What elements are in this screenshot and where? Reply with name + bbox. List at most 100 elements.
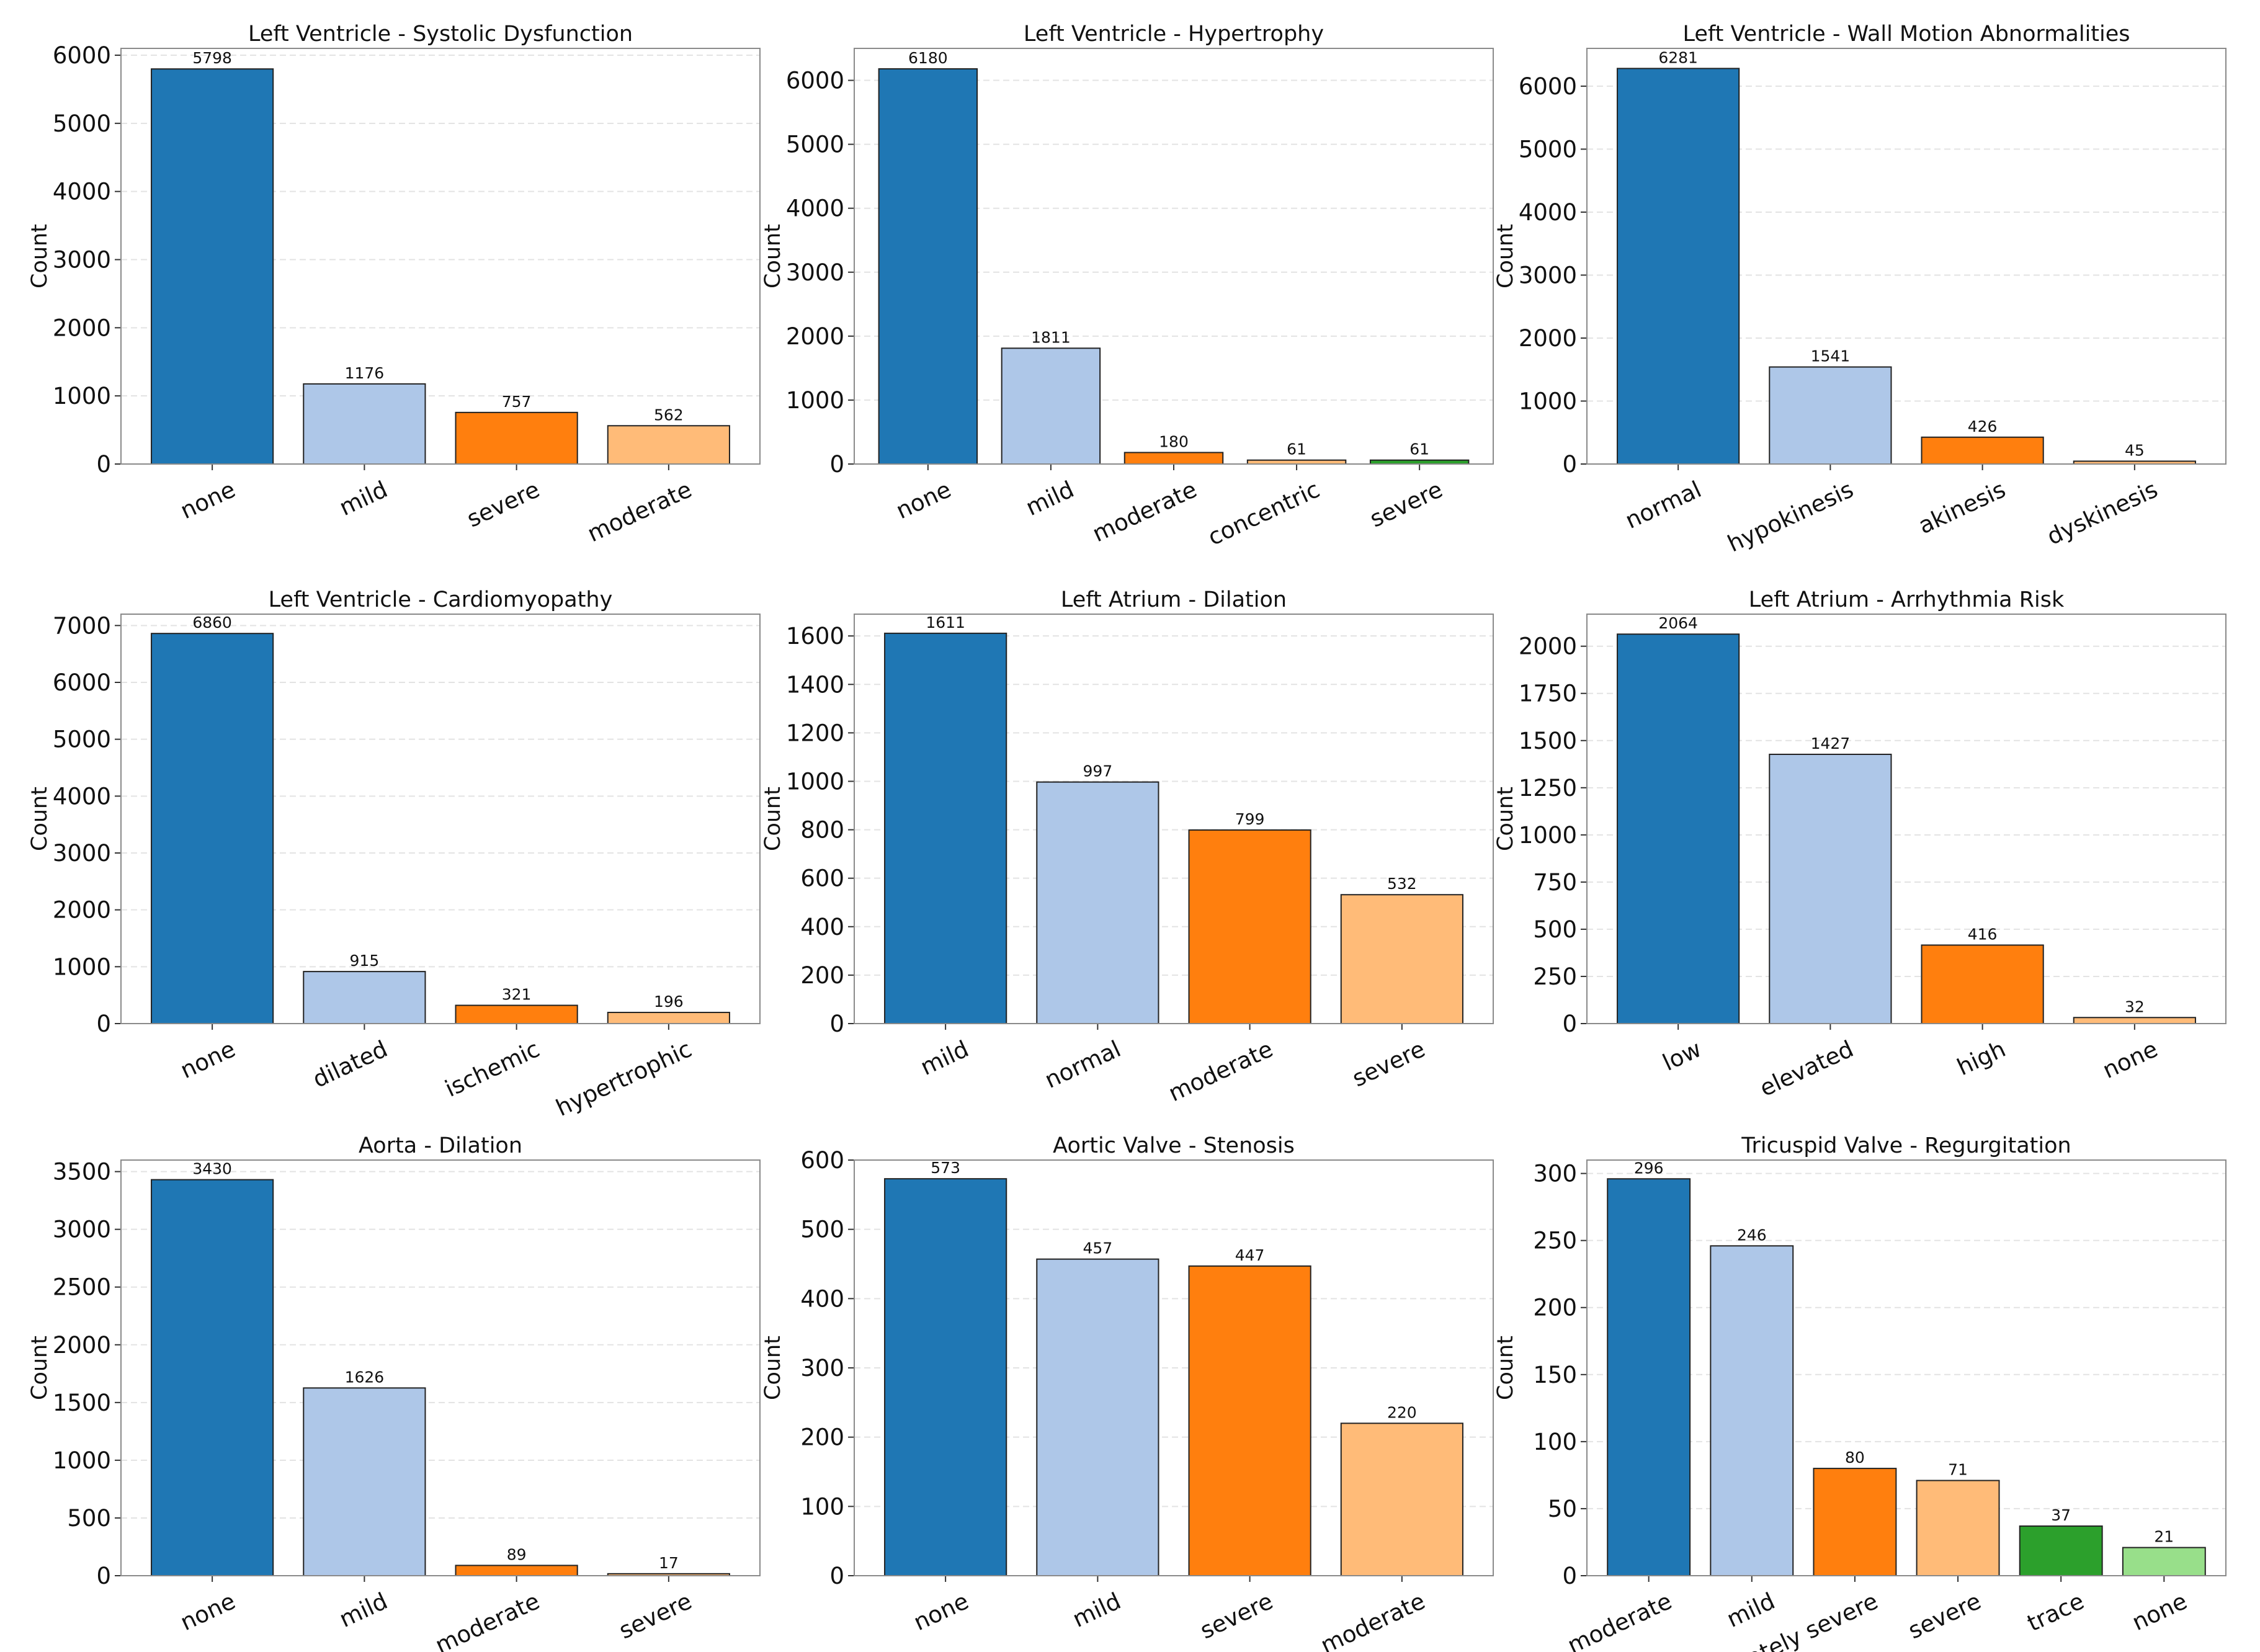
chart-title: Left Atrium - Dilation <box>1061 587 1287 612</box>
bar-mild <box>884 632 1007 1024</box>
y-tick-label: 3000 <box>53 1217 111 1243</box>
bar-value-label: 416 <box>1968 925 1998 943</box>
bar-value-label: 6180 <box>908 49 948 67</box>
bar-value-label: 80 <box>1845 1449 1865 1467</box>
x-tick-label: none <box>2128 1587 2191 1636</box>
y-tick-label: 300 <box>1533 1161 1577 1187</box>
chart-title: Left Ventricle - Cardiomyopathy <box>269 587 613 612</box>
plot-frame <box>120 48 761 465</box>
bar-mild <box>1710 1245 1794 1577</box>
bar-moderate <box>1607 1178 1691 1576</box>
y-tick-label: 800 <box>800 817 844 844</box>
y-tick-label: 2000 <box>786 323 844 350</box>
y-tick-label: 7000 <box>53 612 111 639</box>
plot-frame <box>120 614 761 1024</box>
chart-panel-9: Tricuspid Valve - Regurgitation 0 50 100 150… <box>1493 1133 2227 1652</box>
y-tick-label: 2000 <box>1519 633 1577 660</box>
bar-value-label: 799 <box>1235 810 1265 828</box>
bar-mild <box>1036 1258 1159 1577</box>
bar-severe <box>1188 1265 1311 1576</box>
bar-none <box>878 68 978 465</box>
x-tick-label: none <box>2099 1035 2162 1084</box>
bar-none <box>151 1179 274 1576</box>
chart-title: Aorta - Dilation <box>359 1133 522 1158</box>
y-tick-label: 4000 <box>1519 199 1577 226</box>
bar-low <box>1617 633 1740 1024</box>
plot-frame <box>854 1159 1494 1576</box>
y-tick-label: 4000 <box>53 179 111 205</box>
y-tick-label: 2000 <box>53 315 111 341</box>
x-tick-label: hypokinesis <box>1723 476 1857 557</box>
x-tick-label: moderate <box>1088 476 1200 547</box>
bar-severe <box>1916 1480 2000 1576</box>
chart-title: Tricuspid Valve - Regurgitation <box>1741 1133 2071 1158</box>
y-tick-label: 50 <box>1548 1496 1577 1522</box>
bar-normal <box>1036 781 1159 1024</box>
x-tick-label: severe <box>1904 1587 1985 1644</box>
bar-trace <box>2019 1525 2103 1576</box>
x-tick-label: low <box>1659 1035 1705 1076</box>
x-tick-label: normal <box>1621 476 1705 534</box>
chart-panel-7: Aorta - Dilation 0 500 1000 1500 2000 2500 3000… <box>27 1133 761 1652</box>
bar-value-label: 6281 <box>1658 48 1698 66</box>
bar-value-label: 220 <box>1387 1403 1417 1421</box>
bar-value-label: 757 <box>502 393 532 411</box>
bar-value-label: 915 <box>350 952 380 970</box>
chart-panel-1: Left Ventricle - Systolic Dysfunction 0 10… <box>27 22 761 547</box>
x-tick-label: dilated <box>308 1035 391 1093</box>
bar-none <box>884 1178 1007 1576</box>
y-tick-label: 200 <box>800 1424 844 1451</box>
chart-panel-8: Aortic Valve - Stenosis 0 100 200 300 400 500 6… <box>761 1133 1494 1652</box>
bar-hypertrophic <box>607 1012 730 1024</box>
y-tick-label: 1000 <box>53 953 111 980</box>
x-tick-label: mild <box>1022 476 1078 521</box>
y-axis-label: Count <box>27 1336 52 1400</box>
bar-moderately-severe <box>1813 1468 1897 1576</box>
y-axis-label: Count <box>761 787 785 851</box>
bar-moderate <box>1123 452 1224 465</box>
y-axis-label: Count <box>1493 1336 1518 1400</box>
bar-value-label: 321 <box>502 986 532 1004</box>
x-tick-label: none <box>176 1035 239 1084</box>
y-tick-label: 6000 <box>53 669 111 696</box>
plot-frame <box>854 48 1494 465</box>
bar-none <box>2073 1017 2196 1025</box>
y-tick-label: 2000 <box>1519 325 1577 352</box>
y-tick-label: 500 <box>1533 916 1577 943</box>
bar-value-label: 426 <box>1968 417 1998 435</box>
y-tick-label: 5000 <box>1519 136 1577 163</box>
y-axis-label: Count <box>761 1336 785 1400</box>
x-tick-label: moderately severe <box>1675 1587 1882 1652</box>
y-tick-label: 2500 <box>53 1274 111 1301</box>
y-tick-label: 6000 <box>53 42 111 69</box>
chart-title: Left Ventricle - Wall Motion Abnormaliti… <box>1682 22 2130 47</box>
x-tick-label: high <box>1953 1035 2009 1081</box>
x-tick-label: severe <box>1348 1035 1429 1092</box>
x-tick-label: mild <box>335 476 391 521</box>
bar-value-label: 17 <box>659 1554 679 1572</box>
y-tick-label: 200 <box>800 962 844 989</box>
chart-panel-4: Left Ventricle - Cardiomyopathy 0 1000 2000… <box>27 587 761 1122</box>
bar-value-label: 1541 <box>1811 347 1851 365</box>
bar-value-label: 573 <box>931 1159 960 1177</box>
y-tick-label: 1000 <box>53 383 111 409</box>
plot-frame <box>120 1159 761 1576</box>
x-tick-label: none <box>176 476 239 524</box>
y-tick-label: 250 <box>1533 1228 1577 1254</box>
plot-frame <box>854 614 1494 1024</box>
bar-value-label: 3430 <box>192 1160 232 1178</box>
chart-panel-2: Left Ventricle - Hypertrophy 0 1000 2000 300… <box>761 22 1494 551</box>
y-tick-label: 1750 <box>1519 681 1577 707</box>
y-tick-label: 3000 <box>1519 262 1577 288</box>
y-tick-label: 100 <box>800 1493 844 1520</box>
x-tick-label: severe <box>615 1587 695 1644</box>
y-tick-label: 1000 <box>786 768 844 795</box>
y-axis-label: Count <box>27 224 52 288</box>
bar-none <box>2122 1547 2206 1576</box>
bar-mild <box>1001 347 1101 465</box>
y-tick-label: 3000 <box>786 259 844 286</box>
plot-frame <box>1586 48 2227 465</box>
y-tick-label: 750 <box>1533 869 1577 896</box>
y-tick-label: 3500 <box>53 1159 111 1185</box>
